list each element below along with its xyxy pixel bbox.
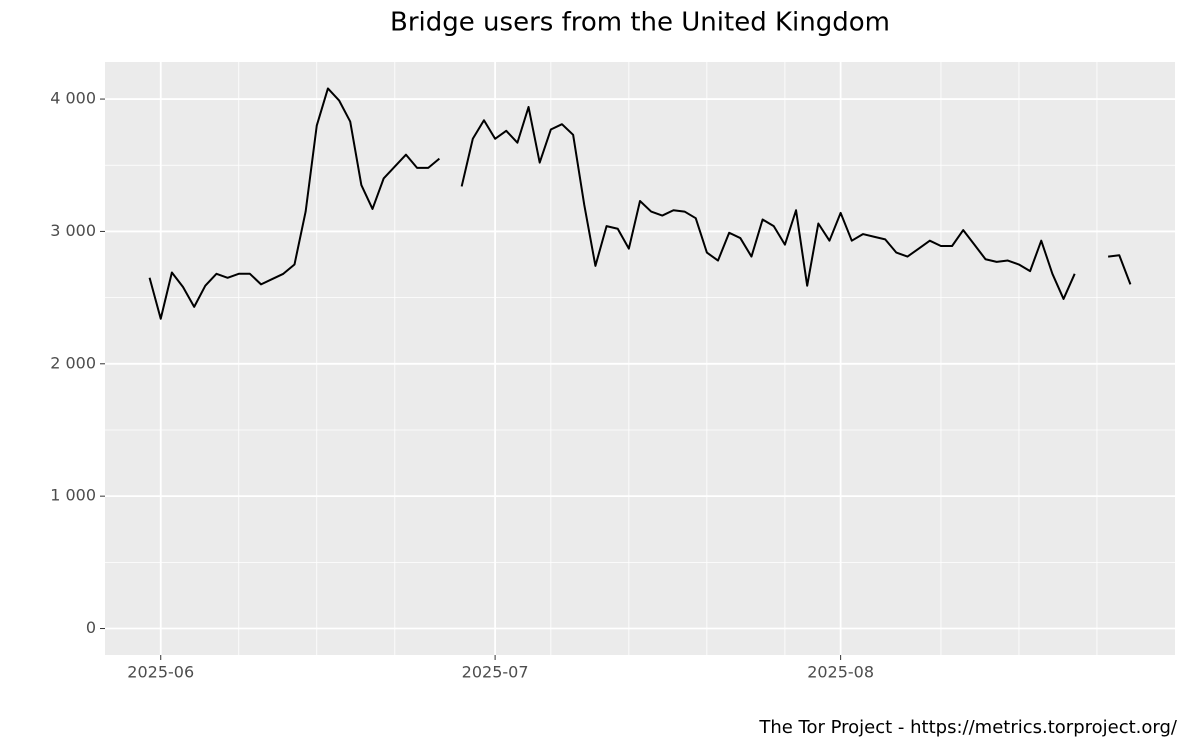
y-tick-label: 4 000: [50, 89, 96, 108]
data-line: [148, 87, 1132, 320]
caption: The Tor Project - https://metrics.torpro…: [758, 717, 1178, 738]
y-tick-label: 1 000: [50, 486, 96, 505]
x-tick-label: 2025-06: [127, 663, 194, 682]
y-tick-label: 2 000: [50, 353, 96, 372]
y-tick-label: 0: [86, 618, 96, 637]
panel: [105, 62, 1175, 655]
chart-title: Bridge users from the United Kingdom: [390, 8, 890, 38]
x-tick-label: 2025-08: [807, 663, 874, 682]
x-tick-label: 2025-07: [462, 663, 529, 682]
y-tick-label: 3 000: [50, 221, 96, 240]
